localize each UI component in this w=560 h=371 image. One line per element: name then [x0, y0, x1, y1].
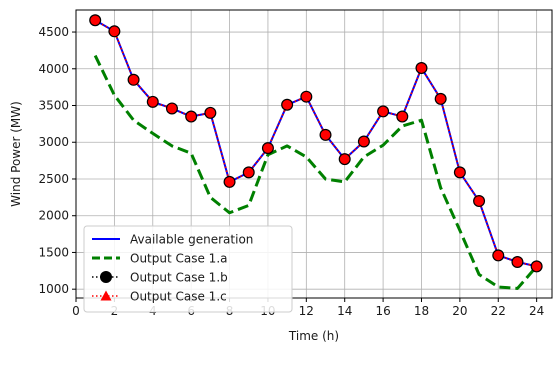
y-tick-label: 1500 [38, 245, 69, 259]
data-point-triangle [320, 130, 331, 140]
series-line-2 [93, 54, 538, 290]
data-point-triangle [455, 167, 465, 178]
legend-box [83, 225, 293, 313]
data-point-triangle [224, 177, 235, 187]
legend-marker-triangle [100, 290, 112, 301]
data-point-triangle [186, 111, 196, 122]
data-point-triangle [339, 154, 350, 164]
data-point-triangle [109, 26, 120, 37]
y-tick-label: 1000 [38, 282, 69, 296]
data-point-triangle [493, 250, 504, 261]
x-axis-label: Time (h) [288, 329, 339, 343]
x-tick-label: 16 [375, 304, 390, 318]
data-point-triangle [531, 261, 542, 272]
data-point-triangle [378, 106, 388, 117]
y-tick-label: 4000 [38, 62, 69, 76]
legend-marker-circle [100, 271, 112, 283]
data-point-triangle [416, 63, 427, 73]
series-layer [89, 14, 543, 290]
x-tick-label: 18 [414, 304, 429, 318]
data-point-triangle [167, 103, 177, 114]
data-point-triangle [435, 94, 446, 104]
data-point-triangle [359, 136, 369, 147]
y-tick-label: 2000 [38, 209, 69, 223]
data-point-triangle [512, 257, 523, 267]
y-tick-label: 4500 [38, 25, 69, 39]
plot-frame [75, 9, 553, 299]
y-tick-label: 3000 [38, 135, 69, 149]
legend-label: Available generation [130, 233, 253, 247]
legend: Available generation Output Case 1.a Outpu… [83, 225, 293, 313]
y-tick-label: 3500 [38, 99, 69, 113]
x-tick-label: 14 [337, 304, 352, 318]
x-tick-label: 12 [299, 304, 314, 318]
data-point-triangle [301, 91, 312, 102]
data-point-triangle [128, 74, 139, 85]
legend-label: Output Case 1.b [130, 271, 228, 285]
data-point-triangle [147, 97, 158, 107]
x-tick-label: 20 [452, 304, 467, 318]
legend-label: Output Case 1.a [130, 252, 227, 266]
data-point-triangle [397, 111, 408, 122]
legend-label: Output Case 1.c [130, 290, 227, 304]
data-point-triangle [243, 167, 254, 178]
data-point-triangle [474, 196, 484, 206]
data-point-triangle [282, 99, 292, 110]
y-tick-label: 2500 [38, 172, 69, 186]
x-tick-label: 0 [72, 304, 80, 318]
data-point-triangle [263, 143, 273, 153]
x-tick-label: 24 [529, 304, 544, 318]
x-tick-label: 22 [491, 304, 506, 318]
data-point-triangle [205, 108, 216, 118]
data-point-triangle [90, 15, 100, 26]
y-axis-label: Wind Power (MW) [9, 101, 23, 207]
